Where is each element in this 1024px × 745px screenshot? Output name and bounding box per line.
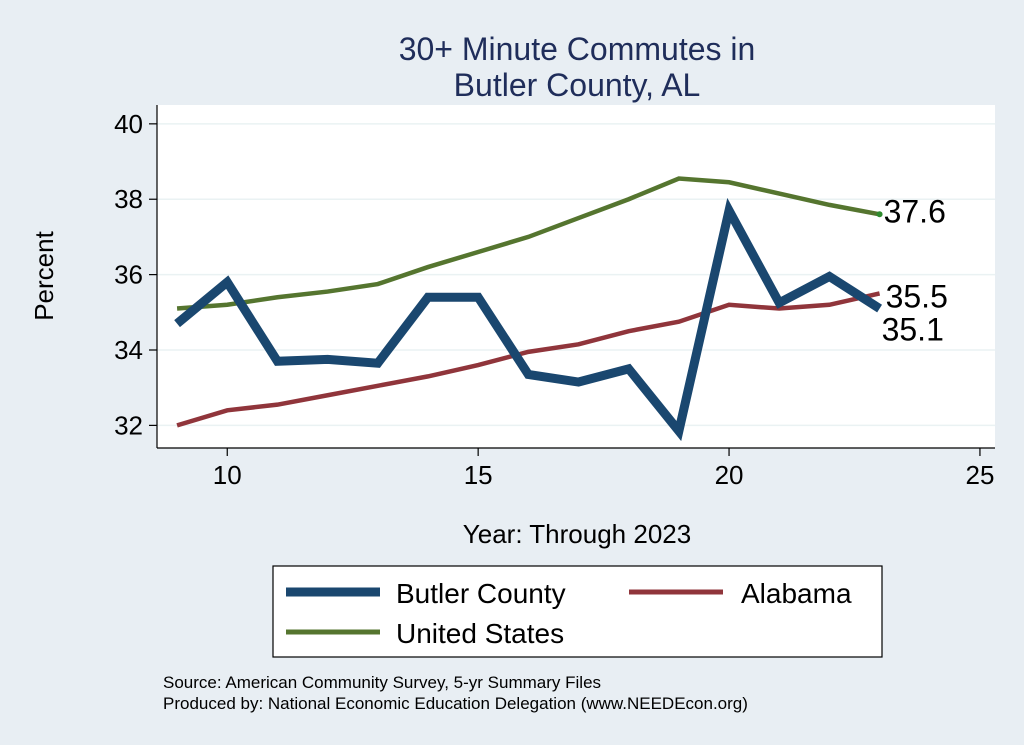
- y-axis-title: Percent: [29, 230, 59, 320]
- y-tick-label-32: 32: [114, 410, 143, 440]
- x-axis-ticks: 10 15 20 25: [213, 448, 994, 490]
- y-axis-ticks: 32 34 36 38 40: [114, 109, 157, 440]
- legend-label-united-states: United States: [396, 618, 564, 649]
- source-note: Source: American Community Survey, 5-yr …: [163, 673, 601, 692]
- x-tick-label-20: 20: [715, 460, 744, 490]
- plot-area: [157, 105, 995, 448]
- series-layer: [174, 176, 883, 442]
- end-label-alabama: 35.5: [886, 278, 948, 314]
- y-tick-label-34: 34: [114, 335, 143, 365]
- end-label-united-states: 37.6: [884, 193, 946, 229]
- legend-box: [272, 565, 883, 658]
- x-tick-label-15: 15: [464, 460, 493, 490]
- legend-label-alabama: Alabama: [741, 578, 852, 609]
- legend-label-butler-county: Butler County: [396, 578, 566, 609]
- producer-note: Produced by: National Economic Education…: [163, 694, 748, 713]
- x-tick-label-10: 10: [213, 460, 242, 490]
- series-line-alabama: [176, 291, 881, 428]
- chart-title-line-2: Butler County, AL: [454, 67, 701, 103]
- y-tick-label-36: 36: [114, 260, 143, 290]
- x-axis-title: Year: Through 2023: [463, 519, 691, 549]
- gridlines: [157, 123, 995, 427]
- series-line-united-states: [176, 176, 881, 311]
- end-marker-united-states: [876, 211, 883, 218]
- series-line-butler-county: [174, 197, 883, 442]
- x-tick-label-25: 25: [965, 460, 994, 490]
- end-label-butler-county: 35.1: [882, 312, 944, 348]
- end-labels: 35.135.5 37.6: [882, 193, 948, 347]
- y-tick-label-38: 38: [114, 184, 143, 214]
- y-tick-label-40: 40: [114, 109, 143, 139]
- chart-title-line-1: 30+ Minute Commutes in: [399, 31, 756, 67]
